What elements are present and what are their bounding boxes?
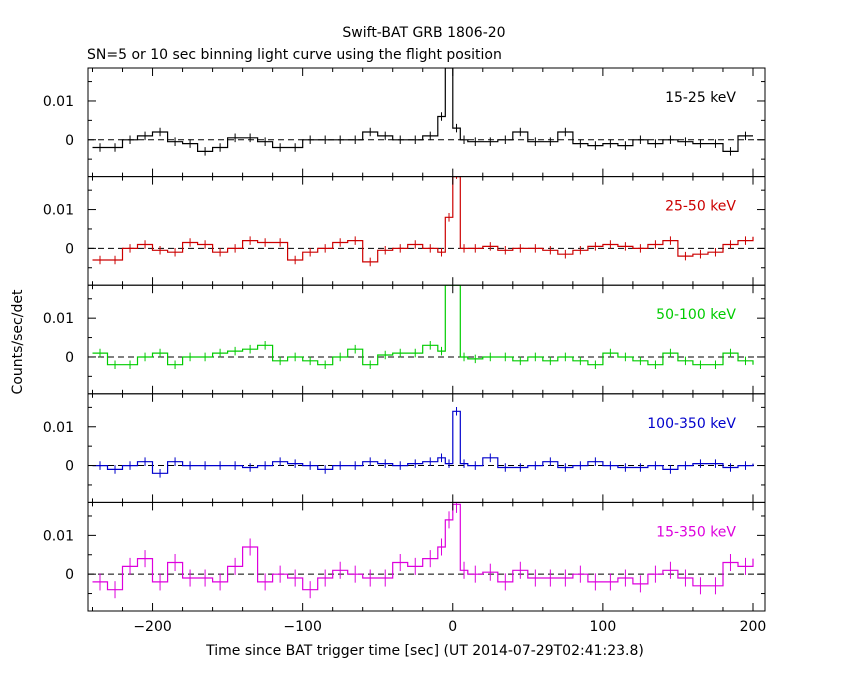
y-tick-label: 0 [65,350,74,366]
light-curve-4 [92,503,754,591]
panel-1: 0.01 0 25-50 keV [43,176,766,286]
light-curve-1 [92,176,754,263]
y-tick-label: 0.01 [43,528,74,544]
panel-4: 0.01 0 15-350 keV [43,501,766,612]
panels: 0.01 0 15-25 keV 0.01 0 25-50 keV 0.01 0 50-100 … [43,67,767,635]
panel-frame [87,284,766,395]
figure-title: Swift-BAT GRB 1806-20 [342,25,505,41]
x-tick-label: −100 [283,619,321,635]
panel-frame [87,393,766,503]
panel-3: 0.01 0 100-350 keV [43,393,766,503]
x-tick-label: 100 [590,619,617,635]
x-tick-label: 0 [448,619,457,635]
y-tick-label: 0.01 [43,203,74,219]
y-tick-label: 0 [65,133,74,149]
band-label-1: 25-50 keV [665,199,736,215]
y-axis-label: Counts/sec/det [10,289,26,394]
panel-frame [87,501,766,612]
band-label-3: 100-350 keV [647,416,736,432]
panel-frame [87,176,766,286]
light-curve-2 [92,285,754,366]
panel-frame [87,67,766,178]
y-tick-label: 0 [65,459,74,475]
y-tick-label: 0 [65,567,74,583]
figure-subtitle: SN=5 or 10 sec binning light curve using… [87,47,502,63]
panel-0: 0.01 0 15-25 keV [43,67,766,178]
panel-2: 0.01 0 50-100 keV [43,284,766,395]
y-tick-label: 0.01 [43,311,74,327]
light-curve-0 [92,68,753,152]
x-tick-label: 200 [740,619,767,635]
band-label-4: 15-350 keV [656,524,736,540]
y-tick-label: 0 [65,241,74,257]
y-tick-label: 0.01 [43,420,74,436]
x-axis-label: Time since BAT trigger time [sec] (UT 20… [205,643,644,659]
band-label-0: 15-25 keV [665,90,736,106]
y-tick-label: 0.01 [43,94,74,110]
x-tick-label: −200 [133,619,171,635]
band-label-2: 50-100 keV [656,307,736,323]
